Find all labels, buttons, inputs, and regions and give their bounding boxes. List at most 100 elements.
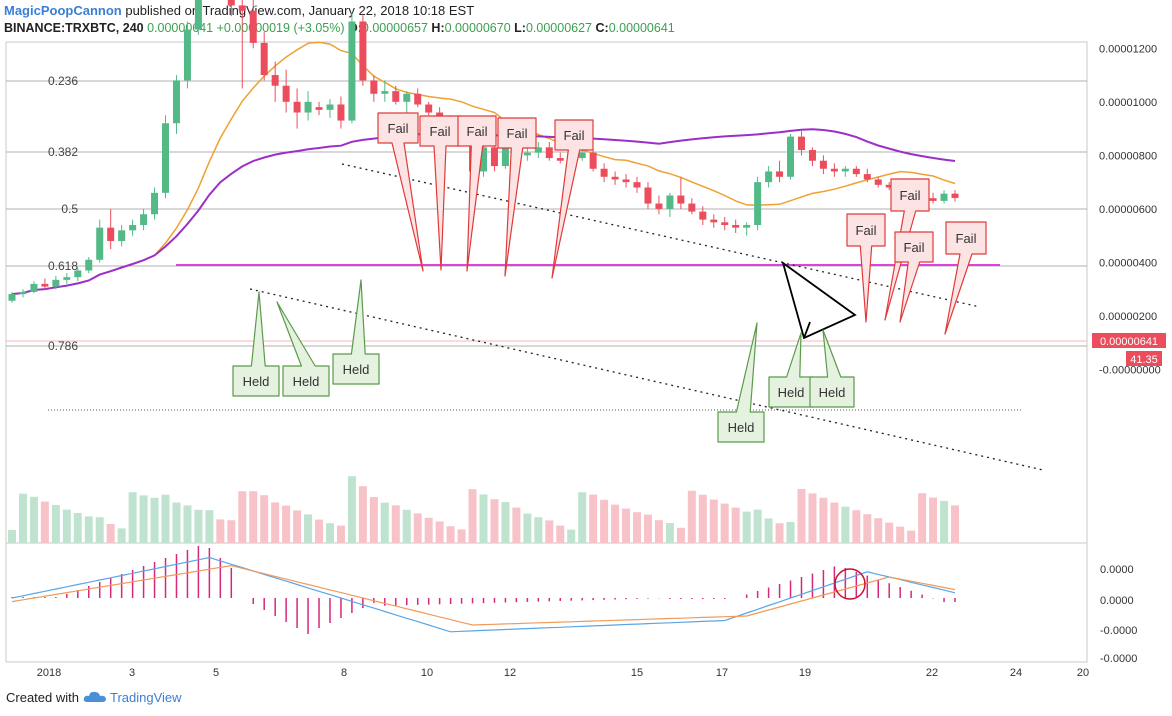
volume-bar: [808, 493, 817, 543]
candle-body: [721, 222, 729, 225]
candle-body: [776, 171, 784, 177]
candle-body: [765, 171, 773, 183]
held-callout-bubble: [809, 329, 855, 408]
macd-axis-label: 0.0000: [1100, 564, 1134, 576]
candle-body: [348, 21, 356, 121]
volume-bar: [457, 529, 466, 543]
symbol-header: BINANCE:TRXBTC, 240 0.00000641 +0.000000…: [4, 21, 675, 37]
candle-body: [63, 277, 71, 280]
price-change: +0.00000019 (+3.05%): [216, 21, 345, 35]
volume-bar: [227, 520, 236, 543]
volume-bar: [633, 512, 642, 543]
candle-body: [611, 176, 619, 180]
candle-body: [315, 107, 323, 110]
time-axis: 2018 3 5 8 10 12 15 17 19 22 24 20: [37, 667, 1089, 679]
candle-body: [929, 198, 937, 201]
signal-line: [11, 564, 956, 626]
fail-callout-bubble: [944, 221, 987, 335]
candle-body: [304, 101, 312, 113]
x-tick-label: 20: [1077, 667, 1089, 679]
close-value: 0.00000641: [608, 21, 675, 35]
candle-body: [370, 80, 378, 94]
symbol-text: BINANCE:TRXBTC, 240: [4, 21, 144, 35]
volume-bar: [698, 494, 707, 543]
tradingview-link[interactable]: TradingView: [110, 690, 182, 705]
macd-pane: 0.0000 0.0000 -0.0000 -0.0000: [11, 546, 1137, 665]
volume-bar: [325, 523, 334, 543]
volume-bar: [29, 496, 38, 543]
volume-bar: [8, 530, 16, 543]
candle-body: [743, 224, 751, 228]
candle-body: [96, 227, 104, 260]
candle-body: [523, 152, 531, 156]
macd-axis-label: -0.0000: [1100, 653, 1137, 665]
volume-bar: [161, 494, 170, 543]
candle-body: [425, 104, 433, 113]
volume-bars: [8, 476, 959, 543]
candle-body: [578, 152, 586, 159]
volume-bar: [578, 492, 587, 543]
volume-bar: [369, 497, 378, 543]
fail-callout-label: Fail: [904, 240, 925, 255]
x-tick-label: 12: [504, 667, 516, 679]
candle-body: [74, 270, 82, 278]
volume-bar: [238, 491, 247, 543]
volume-bar: [402, 509, 411, 543]
volume-bar: [95, 517, 104, 543]
volume-bar: [676, 527, 685, 543]
candle-body: [797, 136, 805, 151]
volume-bar: [358, 486, 367, 543]
volume-bar: [841, 506, 850, 543]
volume-bar: [183, 505, 192, 543]
price-badge-text: 0.00000641: [1100, 336, 1158, 348]
held-callout-label: Held: [343, 362, 370, 377]
x-tick-label: 17: [716, 667, 728, 679]
candle-body: [633, 182, 641, 188]
candle-body: [85, 259, 93, 271]
held-callout-label: Held: [778, 385, 805, 400]
fib-label: 0.5: [61, 202, 78, 216]
fail-callout-label: Fail: [956, 231, 977, 246]
volume-bar: [84, 516, 93, 543]
low-value: 0.00000627: [525, 21, 593, 35]
fail-callout-bubble: [419, 115, 461, 271]
candle-body: [490, 147, 498, 167]
volume-bar: [249, 491, 258, 543]
fail-callout-label: Fail: [430, 124, 451, 139]
y-tick-label: 0.00000600: [1099, 204, 1157, 216]
macd-cross-circle: [834, 568, 866, 600]
held-callout-bubble: [276, 301, 330, 397]
tradingview-cloud-icon: [83, 690, 107, 707]
candle-body: [52, 279, 60, 287]
volume-bar: [951, 505, 959, 543]
candle-body: [808, 150, 816, 161]
volume-bar: [73, 513, 82, 543]
volume-bar: [106, 524, 115, 543]
volume-bar: [709, 499, 718, 543]
fail-callout-bubble: [884, 178, 930, 321]
candle-body: [414, 93, 422, 105]
volume-bar: [205, 510, 214, 543]
volume-bar: [523, 513, 532, 543]
volume-bar: [654, 520, 663, 543]
volume-bar: [62, 509, 71, 543]
volume-bar: [150, 497, 159, 543]
volume-bar: [830, 502, 839, 543]
volume-bar: [622, 508, 631, 543]
volume-bar: [216, 519, 225, 543]
fail-callout-label: Fail: [388, 121, 409, 136]
open-value: 0.00000657: [361, 21, 428, 35]
volume-bar: [512, 507, 521, 543]
candle-body: [863, 174, 871, 180]
volume-bar: [271, 502, 280, 543]
candle-body: [227, 0, 235, 6]
author-link[interactable]: MagicPoopCannon: [4, 3, 122, 18]
fail-callout-bubble: [377, 112, 424, 272]
candle-body: [337, 104, 345, 121]
candle-body: [260, 42, 268, 76]
volume-bar: [567, 529, 576, 543]
candle-body: [545, 147, 553, 159]
created-with-text: Created with: [6, 690, 79, 705]
volume-bar: [665, 523, 674, 543]
